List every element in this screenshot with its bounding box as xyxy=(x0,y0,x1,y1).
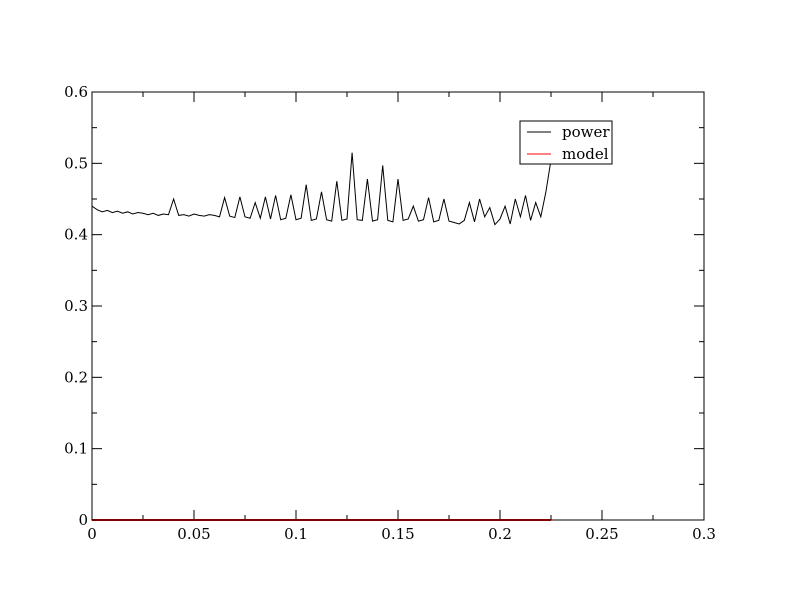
y-tick-label: 0 xyxy=(78,511,88,529)
y-tick-label: 0.1 xyxy=(64,440,88,458)
legend-box xyxy=(519,120,613,165)
x-tick-label: 0 xyxy=(87,525,97,543)
legend-label-model: model xyxy=(562,145,609,163)
x-axis-ticks: 0 0.05 0.1 0.15 0.2 0.25 0.3 xyxy=(87,92,716,543)
plot-frame xyxy=(91,91,705,521)
x-tick-label: 0.3 xyxy=(692,525,716,543)
y-tick-label: 0.4 xyxy=(64,226,88,244)
legend-label-power: power xyxy=(562,123,610,141)
x-tick-label: 0.1 xyxy=(284,525,308,543)
series-layer xyxy=(91,152,552,521)
y-tick-label: 0.6 xyxy=(64,83,88,101)
x-tick-label: 0.15 xyxy=(381,525,414,543)
y-tick-label: 0.2 xyxy=(64,368,88,386)
y-tick-label: 0.3 xyxy=(64,297,88,315)
x-tick-label: 0.2 xyxy=(488,525,512,543)
x-tick-label: 0.05 xyxy=(177,525,210,543)
series-line-power xyxy=(91,152,552,226)
legend: power model xyxy=(519,120,613,165)
y-axis-ticks: 0 0.1 0.2 0.3 0.4 0.5 0.6 xyxy=(64,83,704,529)
x-tick-label: 0.25 xyxy=(585,525,618,543)
y-tick-label: 0.5 xyxy=(64,154,88,172)
